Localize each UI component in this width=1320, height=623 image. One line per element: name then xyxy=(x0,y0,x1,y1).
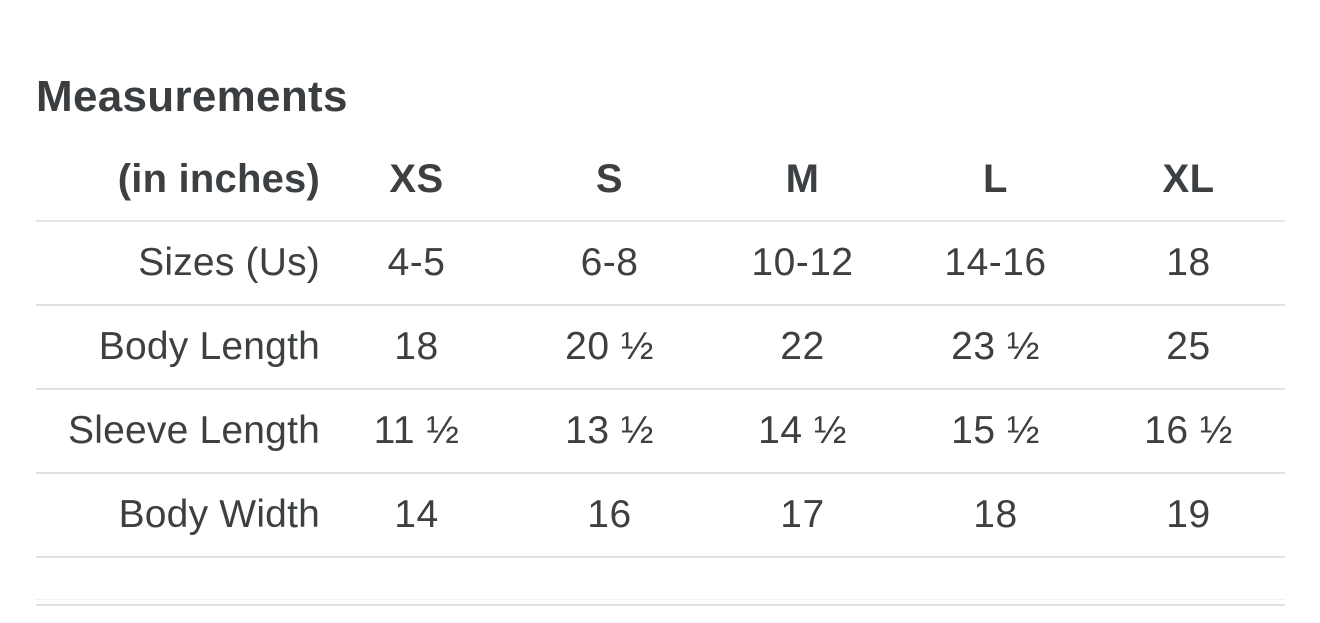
cell-value: 11 ½ xyxy=(373,408,460,452)
row-body-width: Body Width 14 16 17 18 19 xyxy=(36,474,1285,558)
cell-value: 18 xyxy=(973,492,1018,536)
empty-row xyxy=(36,558,1285,606)
row-label: Body Length xyxy=(98,324,320,368)
size-chart-table: (in inches) XS S M L XL Sizes (Us) 4-5 6… xyxy=(36,138,1285,606)
section-title: Measurements xyxy=(36,72,348,121)
table-header-row: (in inches) XS S M L XL xyxy=(36,138,1285,222)
cell-value: 14-16 xyxy=(944,240,1047,284)
header-units-label: (in inches) xyxy=(117,157,320,201)
cell-value: 20 ½ xyxy=(565,324,654,368)
cell-value: 10-12 xyxy=(751,240,854,284)
cell-value: 17 xyxy=(780,492,825,536)
cell-value: 25 xyxy=(1166,324,1211,368)
cell-value: 23 ½ xyxy=(951,324,1040,368)
cell-value: 19 xyxy=(1166,492,1211,536)
col-header-xs: XS xyxy=(389,157,444,201)
row-body-length: Body Length 18 20 ½ 22 23 ½ 25 xyxy=(36,306,1285,390)
col-header-xl: XL xyxy=(1162,157,1215,201)
cell-value: 4-5 xyxy=(387,240,446,284)
cell-value: 18 xyxy=(394,324,439,368)
cell-value: 22 xyxy=(780,324,825,368)
col-header-s: S xyxy=(595,157,624,201)
cell-value: 16 xyxy=(587,492,632,536)
col-header-l: L xyxy=(983,157,1008,201)
cell-value: 15 ½ xyxy=(951,408,1040,452)
cell-value: 6-8 xyxy=(580,240,639,284)
cell-value: 18 xyxy=(1166,240,1211,284)
row-label: Sleeve Length xyxy=(68,408,320,452)
cell-value: 13 ½ xyxy=(565,408,654,452)
measurements-section: Measurements (in inches) XS S M L XL Siz… xyxy=(36,72,1285,606)
cell-value: 16 ½ xyxy=(1144,408,1233,452)
row-sleeve-length: Sleeve Length 11 ½ 13 ½ 14 ½ 15 ½ 16 ½ xyxy=(36,390,1285,474)
row-label: Sizes (Us) xyxy=(138,240,320,284)
col-header-m: M xyxy=(785,157,820,201)
row-label: Body Width xyxy=(118,492,320,536)
cell-value: 14 xyxy=(394,492,439,536)
row-sizes-us: Sizes (Us) 4-5 6-8 10-12 14-16 18 xyxy=(36,222,1285,306)
cell-value: 14 ½ xyxy=(758,408,847,452)
